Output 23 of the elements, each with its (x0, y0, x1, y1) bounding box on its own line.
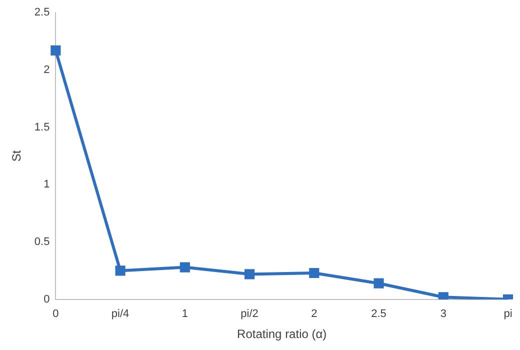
y-tick-label: 0 (44, 293, 50, 306)
y-tick-label: 2 (44, 64, 50, 76)
point (244, 269, 255, 280)
x-tick-label: 0 (52, 308, 59, 320)
x-tick-label: 3 (440, 308, 446, 320)
y-tick-label: 1.5 (34, 121, 50, 134)
y-tick-label: 1 (44, 178, 50, 191)
x-tick-label: pi/2 (240, 308, 258, 320)
point (374, 278, 384, 288)
x-tick-label: 1 (182, 308, 188, 320)
point (180, 262, 190, 272)
point (438, 292, 448, 300)
y-tick-label: 2.5 (34, 6, 50, 19)
y-tick-label: 0.5 (34, 236, 50, 248)
x-tick-label: 2.5 (371, 308, 386, 320)
point (50, 45, 61, 56)
y-axis-title: St (10, 150, 24, 162)
x-tick-label: pi/4 (111, 308, 130, 320)
point (309, 268, 320, 278)
x-tick-label: pi (504, 308, 512, 320)
x-axis-title: Rotating ratio (α) (237, 327, 327, 342)
x-tick-label: 2 (311, 308, 318, 320)
point (115, 266, 126, 276)
